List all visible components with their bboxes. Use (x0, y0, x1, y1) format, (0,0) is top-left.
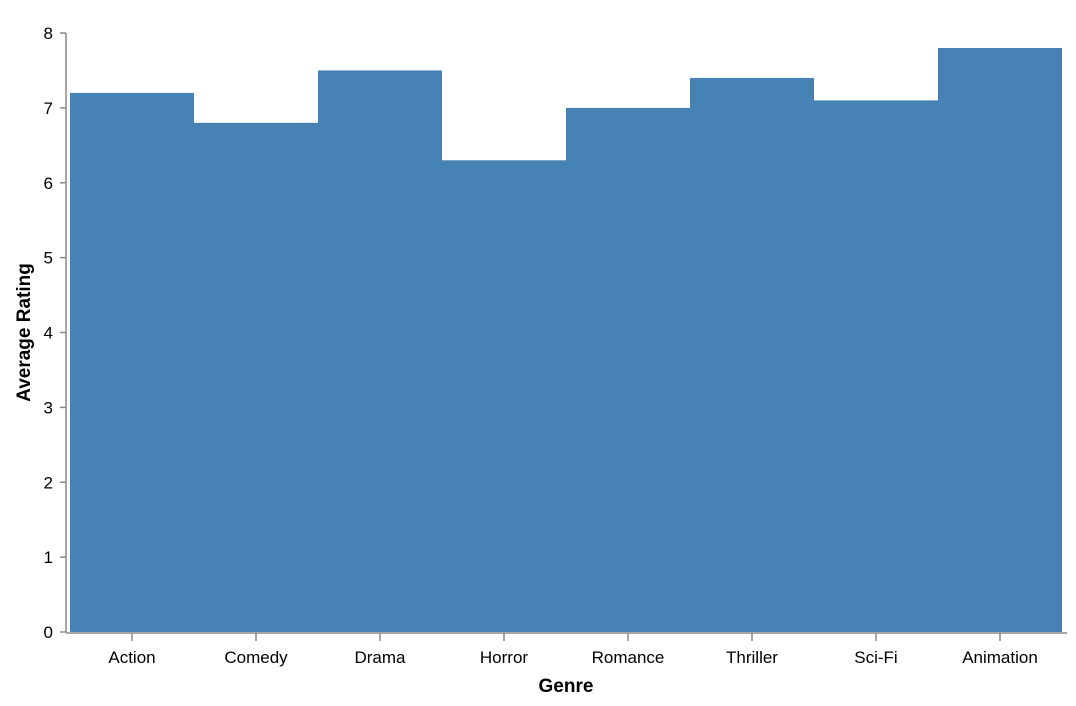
x-tick-label: Thriller (726, 648, 778, 667)
bar-action (70, 92, 194, 632)
x-tick-label: Comedy (224, 648, 288, 667)
bar-drama (318, 70, 442, 632)
bar-sci-fi (814, 100, 938, 632)
bar-thriller (690, 77, 814, 633)
y-axis-title: Average Rating (14, 263, 35, 402)
x-tick-label: Sci-Fi (854, 648, 897, 667)
y-tick-label: 5 (44, 249, 53, 268)
y-tick-label: 2 (44, 473, 53, 492)
y-tick-label: 6 (44, 174, 53, 193)
y-axis: 0 1 2 3 4 5 6 7 8 (44, 24, 67, 642)
y-tick-label: 0 (44, 623, 53, 642)
bar-animation (938, 47, 1062, 633)
y-tick-label: 4 (44, 324, 53, 343)
bars-group (70, 47, 1062, 633)
x-tick-label: Animation (962, 648, 1038, 667)
y-tick-label: 1 (44, 548, 53, 567)
x-tick-label: Horror (480, 648, 529, 667)
bar-comedy (194, 122, 318, 632)
x-tick-label: Romance (592, 648, 665, 667)
y-tick-label: 7 (44, 99, 53, 118)
y-tick-label: 3 (44, 398, 53, 417)
bar-horror (442, 160, 566, 632)
x-tick-label: Drama (354, 648, 406, 667)
bar-romance (566, 107, 690, 632)
x-axis-title: Genre (539, 676, 594, 697)
x-axis: Action Comedy Drama Horror Romance Thriller Sc… (66, 632, 1067, 667)
y-tick-label: 8 (44, 24, 53, 43)
x-tick-label: Action (108, 648, 155, 667)
